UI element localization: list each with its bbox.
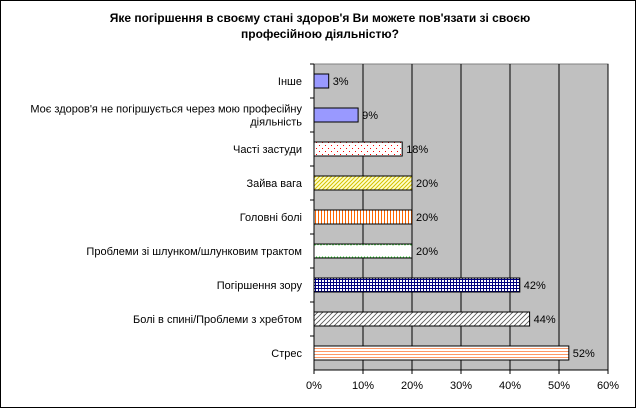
x-tick-label: 60%	[597, 380, 619, 392]
category-label-line: Моє здоров'я не погіршується через мою п…	[30, 104, 302, 116]
x-tick-label: 50%	[548, 380, 570, 392]
category-label-line: Погіршення зору	[217, 280, 303, 292]
category-label: Погіршення зору	[217, 280, 303, 292]
category-label: Інше	[278, 76, 302, 88]
bar-value-label: 3%	[333, 76, 349, 88]
category-label: Проблеми зі шлунком/шлунковим трактом	[86, 246, 302, 258]
bar	[313, 311, 531, 327]
chart-title-line-2: професійною діяльністю?	[241, 27, 399, 41]
category-label: Часті застуди	[233, 144, 302, 156]
category-label: Болі в спині/Проблеми з хребтом	[133, 314, 302, 326]
category-label-line: Інше	[278, 76, 302, 88]
category-label-line: діяльність	[250, 117, 302, 129]
chart-title-line-1: Яке погіршення в своєму стані здоров'я В…	[109, 11, 531, 25]
category-label-line: Болі в спині/Проблеми з хребтом	[133, 314, 302, 326]
bar	[313, 107, 359, 123]
bar-value-label: 9%	[362, 110, 378, 122]
x-tick-label: 20%	[401, 380, 423, 392]
category-label-line: Головні болі	[240, 212, 302, 224]
bar-value-label: 44%	[534, 314, 556, 326]
x-tick-label: 0%	[306, 380, 322, 392]
bar	[313, 243, 413, 259]
bar	[313, 73, 330, 89]
bar	[313, 209, 413, 225]
category-label-line: Проблеми зі шлунком/шлунковим трактом	[86, 246, 302, 258]
category-label: Стрес	[271, 348, 302, 360]
category-label: Зайва вага	[246, 178, 302, 190]
x-tick-label: 10%	[352, 380, 374, 392]
bar-value-label: 20%	[416, 178, 438, 190]
category-label-line: Стрес	[271, 348, 302, 360]
category-label-line: Зайва вага	[246, 178, 302, 190]
bar	[313, 141, 403, 157]
x-tick-label: 30%	[450, 380, 472, 392]
category-label-line: Часті застуди	[233, 144, 302, 156]
category-label: Моє здоров'я не погіршується через мою п…	[30, 104, 302, 129]
bar	[313, 345, 570, 361]
bar-value-label: 20%	[416, 212, 438, 224]
bar	[313, 277, 521, 293]
x-tick-label: 40%	[499, 380, 521, 392]
bar-value-label: 42%	[524, 280, 546, 292]
chart-title: Яке погіршення в своєму стані здоров'я В…	[20, 10, 620, 42]
bar-value-label: 52%	[573, 348, 595, 360]
bar-value-label: 20%	[416, 246, 438, 258]
bar-value-label: 18%	[406, 144, 428, 156]
category-label: Головні болі	[240, 212, 302, 224]
bar	[313, 175, 413, 191]
